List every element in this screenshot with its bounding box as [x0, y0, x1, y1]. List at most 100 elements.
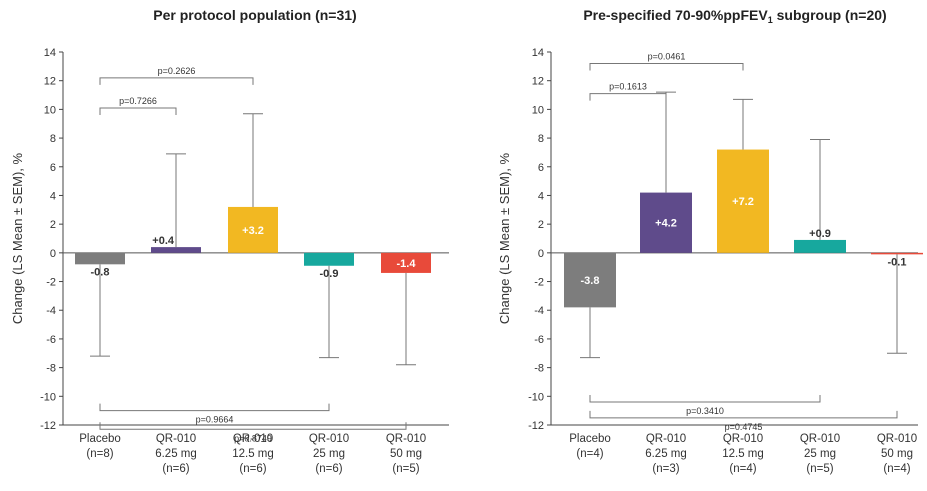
- data-label: +3.2: [242, 225, 264, 237]
- x-tick-label: QR-010: [800, 433, 840, 445]
- bar-2: [640, 192, 692, 253]
- data-label: +7.2: [732, 196, 754, 208]
- y-tick-label: -8: [46, 363, 56, 375]
- y-tick-label: -6: [534, 334, 544, 346]
- y-tick-label: -2: [534, 277, 544, 289]
- p-value-label: p=0.3410: [686, 406, 724, 416]
- bar-3: [717, 149, 769, 253]
- x-tick-label: (n=6): [315, 463, 342, 475]
- p-value-label: p=0.2626: [158, 66, 196, 76]
- y-tick-label: 10: [532, 104, 544, 116]
- y-tick-label: -6: [46, 334, 56, 346]
- y-axis-label: Change (LS Mean ± SEM), %: [497, 152, 512, 324]
- title-subscript: 1: [768, 15, 773, 25]
- x-tick-label: (n=4): [883, 463, 910, 475]
- data-label: +4.2: [655, 218, 677, 230]
- y-tick-label: -10: [528, 391, 544, 403]
- p-value-bracket: [589, 410, 898, 419]
- x-tick-label: (n=8): [86, 448, 113, 460]
- p-value-bracket: [99, 107, 177, 115]
- x-tick-label: (n=3): [652, 463, 679, 475]
- p-value-bracket: [589, 62, 744, 71]
- x-tick-label: (n=6): [162, 463, 189, 475]
- x-tick-label: QR-010: [877, 433, 917, 445]
- y-tick-label: 0: [538, 248, 544, 260]
- bar-5: [381, 252, 431, 273]
- data-label: -0.9: [320, 268, 339, 280]
- y-tick-label: -2: [46, 277, 56, 289]
- y-tick-label: -10: [40, 391, 56, 403]
- p-value-bracket: [99, 77, 254, 85]
- y-tick-label: 12: [44, 76, 56, 88]
- y-tick-label: 8: [538, 133, 544, 145]
- bar-2: [151, 247, 201, 253]
- chart-panel-2: Pre-specified 70-90%ppFEV1 subgroup (n=2…: [497, 7, 923, 475]
- bar-1: [564, 252, 616, 308]
- p-value-label: p=0.7266: [119, 96, 157, 106]
- bar-4: [794, 239, 846, 253]
- x-tick-label: QR-010: [723, 433, 763, 445]
- bar-4: [304, 252, 354, 266]
- y-axis-label: Change (LS Mean ± SEM), %: [10, 152, 25, 324]
- x-tick-label: 50 mg: [390, 448, 422, 460]
- p-value-label: p=0.8749: [234, 433, 272, 443]
- p-value-bracket: [99, 403, 330, 412]
- x-tick-label: 25 mg: [313, 448, 345, 460]
- y-tick-label: 0: [50, 248, 56, 260]
- p-value-label: p=0.1613: [609, 82, 647, 92]
- data-label: +0.4: [152, 235, 175, 247]
- y-tick-label: 14: [532, 47, 544, 59]
- x-tick-label: QR-010: [156, 433, 196, 445]
- chart-title: Per protocol population (n=31): [153, 7, 356, 23]
- y-tick-label: 8: [50, 133, 56, 145]
- y-tick-label: 14: [44, 47, 56, 59]
- bar-1: [75, 252, 125, 265]
- y-tick-label: -4: [46, 305, 56, 317]
- p-value-bracket: [589, 395, 821, 403]
- title-suffix: subgroup (n=20): [773, 7, 887, 23]
- p-value-bracket: [99, 422, 407, 430]
- data-label: -0.1: [888, 256, 907, 268]
- y-tick-label: -4: [534, 305, 544, 317]
- chart-title: Pre-specified 70-90%ppFEV1 subgroup (n=2…: [583, 7, 886, 25]
- x-tick-label: 25 mg: [804, 448, 836, 460]
- bar-3: [228, 206, 278, 253]
- x-tick-label: Placebo: [569, 433, 611, 445]
- bar-5: [871, 252, 923, 255]
- p-value-bracket: [589, 93, 667, 101]
- x-tick-label: (n=4): [576, 448, 603, 460]
- p-value-label: p=0.9664: [196, 415, 234, 425]
- x-tick-label: 12.5 mg: [232, 448, 274, 460]
- x-tick-label: (n=5): [806, 463, 833, 475]
- y-tick-label: 2: [538, 219, 544, 231]
- x-tick-label: (n=4): [729, 463, 756, 475]
- chart-panel-1: Per protocol population (n=31) Change (LS…: [10, 7, 449, 475]
- data-label: -0.8: [91, 266, 110, 278]
- y-tick-label: 4: [538, 190, 544, 202]
- p-value-label: p=0.4745: [725, 422, 763, 432]
- x-tick-label: 6.25 mg: [155, 448, 197, 460]
- x-tick-label: QR-010: [233, 433, 273, 445]
- x-tick-label: 50 mg: [881, 448, 913, 460]
- x-tick-label: QR-010: [386, 433, 426, 445]
- x-tick-label: QR-010: [646, 433, 686, 445]
- y-tick-label: 10: [44, 104, 56, 116]
- y-tick-label: -8: [534, 363, 544, 375]
- x-tick-label: Placebo: [79, 433, 121, 445]
- x-tick-label: QR-010: [309, 433, 349, 445]
- y-tick-label: 6: [50, 162, 56, 174]
- data-label: +0.9: [809, 228, 831, 240]
- data-label: -3.8: [581, 275, 600, 287]
- y-tick-label: 6: [538, 162, 544, 174]
- y-tick-label: -12: [40, 420, 56, 432]
- p-value-label: p=0.0461: [648, 51, 686, 61]
- data-label: -1.4: [397, 258, 417, 270]
- x-tick-label: 6.25 mg: [645, 448, 687, 460]
- y-tick-label: 12: [532, 76, 544, 88]
- y-tick-label: 4: [50, 190, 56, 202]
- x-tick-label: 12.5 mg: [722, 448, 764, 460]
- x-tick-label: (n=6): [239, 463, 266, 475]
- y-tick-label: 2: [50, 219, 56, 231]
